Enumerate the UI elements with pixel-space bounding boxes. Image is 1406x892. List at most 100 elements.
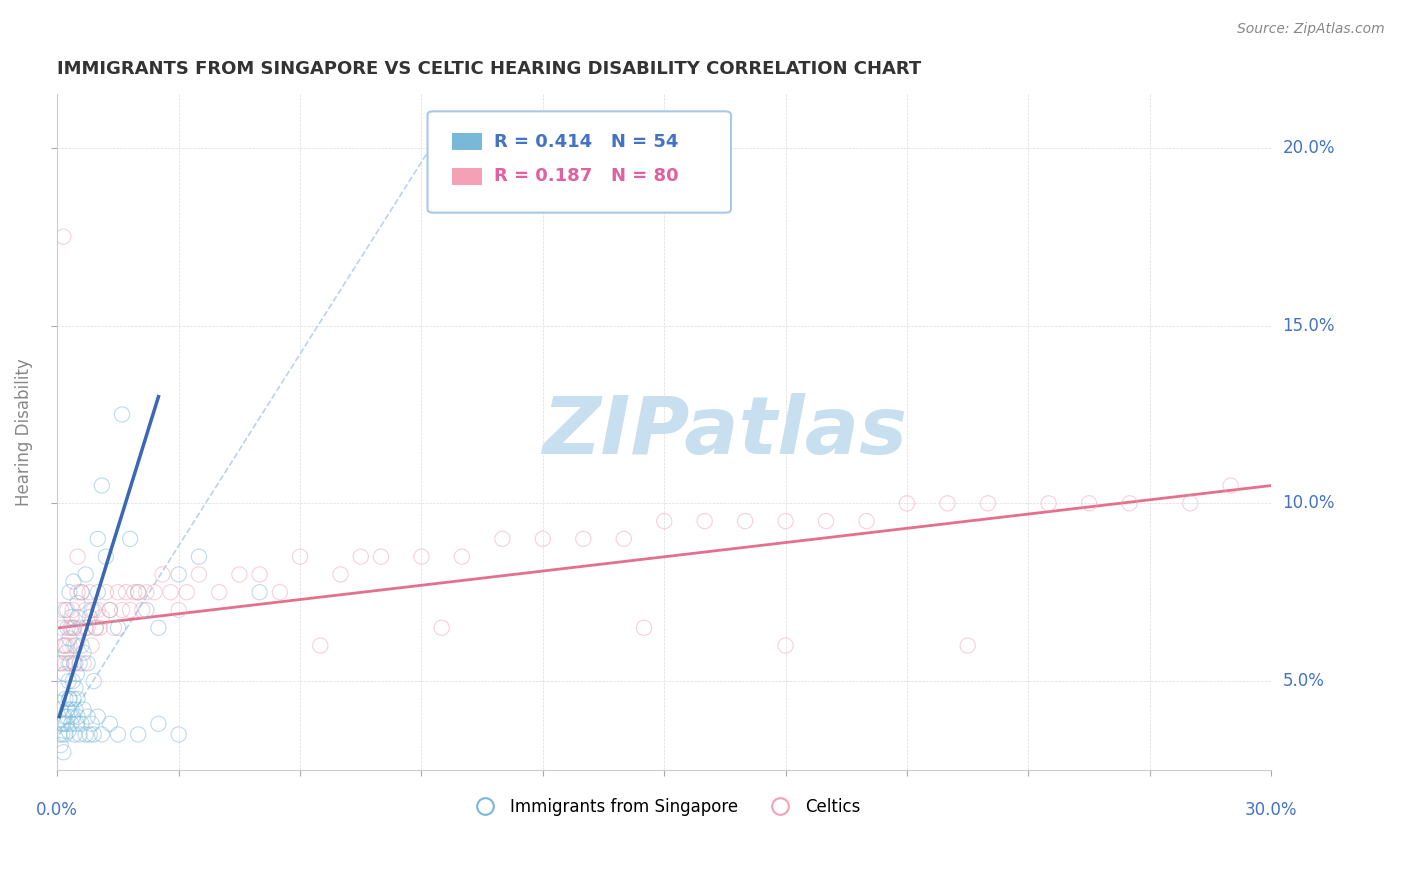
Point [249, 585, 271, 599]
Text: ZIPatlas: ZIPatlas [543, 393, 907, 471]
Point [111, 408, 134, 422]
Point [309, 639, 332, 653]
Point [62, 603, 84, 617]
Point [956, 639, 979, 653]
Point [51, 716, 73, 731]
Point [896, 496, 918, 510]
Point [65, 639, 87, 653]
Point [87, 603, 110, 617]
Point [76, 621, 98, 635]
Point [83, 674, 105, 689]
Point [60, 702, 83, 716]
Point [127, 727, 149, 741]
Point [58, 632, 80, 646]
Point [135, 585, 157, 599]
Point [131, 603, 153, 617]
Point [111, 603, 134, 617]
Point [176, 585, 198, 599]
Point [79, 610, 101, 624]
Point [69, 727, 91, 741]
Point [1078, 496, 1101, 510]
Point [55, 646, 77, 660]
Point [55, 639, 77, 653]
Point [936, 496, 959, 510]
Point [52, 229, 75, 244]
Point [66, 596, 89, 610]
Point [815, 514, 838, 528]
Point [107, 727, 129, 741]
Point [60, 610, 83, 624]
Point [693, 514, 716, 528]
Point [98, 603, 121, 617]
Point [60, 716, 83, 731]
Point [208, 585, 231, 599]
Point [69, 621, 91, 635]
Point [52, 745, 75, 759]
Point [613, 532, 636, 546]
Point [159, 585, 181, 599]
Point [58, 723, 80, 738]
Point [167, 727, 190, 741]
Point [775, 639, 797, 653]
Point [70, 585, 93, 599]
Point [491, 532, 513, 546]
Point [66, 716, 89, 731]
Point [72, 702, 94, 716]
Point [52, 639, 75, 653]
Text: IMMIGRANTS FROM SINGAPORE VS CELTIC HEARING DISABILITY CORRELATION CHART: IMMIGRANTS FROM SINGAPORE VS CELTIC HEAR… [58, 60, 921, 78]
Point [350, 549, 373, 564]
Point [56, 621, 79, 635]
Point [55, 657, 77, 671]
Point [56, 603, 79, 617]
Point [58, 585, 80, 599]
Text: R = 0.187   N = 80: R = 0.187 N = 80 [495, 167, 679, 186]
Point [87, 709, 110, 723]
Text: 15.0%: 15.0% [1282, 317, 1334, 334]
Point [70, 585, 93, 599]
Point [775, 514, 797, 528]
Point [75, 621, 97, 635]
Point [62, 709, 84, 723]
Point [633, 621, 655, 635]
Point [148, 621, 170, 635]
Point [56, 709, 79, 723]
Point [66, 709, 89, 723]
Point [53, 667, 76, 681]
Point [63, 657, 86, 671]
Point [75, 727, 97, 741]
Point [122, 585, 145, 599]
Point [58, 674, 80, 689]
Legend: Immigrants from Singapore, Celtics: Immigrants from Singapore, Celtics [461, 791, 868, 822]
Point [63, 727, 86, 741]
Point [62, 574, 84, 589]
Point [62, 621, 84, 635]
Point [62, 674, 84, 689]
Point [66, 692, 89, 706]
Point [69, 657, 91, 671]
Point [56, 702, 79, 716]
Point [167, 567, 190, 582]
Point [187, 567, 209, 582]
Point [87, 532, 110, 546]
Point [103, 621, 125, 635]
Point [249, 567, 271, 582]
Point [411, 549, 433, 564]
Point [1118, 496, 1140, 510]
Point [60, 621, 83, 635]
Point [734, 514, 756, 528]
Bar [451, 133, 482, 150]
Point [55, 716, 77, 731]
Point [58, 692, 80, 706]
Point [652, 514, 675, 528]
Point [855, 514, 877, 528]
Point [76, 709, 98, 723]
Point [90, 610, 112, 624]
Point [135, 603, 157, 617]
Point [127, 585, 149, 599]
Point [65, 681, 87, 696]
Point [55, 692, 77, 706]
Point [167, 603, 190, 617]
Point [977, 496, 1000, 510]
Point [58, 657, 80, 671]
Point [80, 639, 103, 653]
